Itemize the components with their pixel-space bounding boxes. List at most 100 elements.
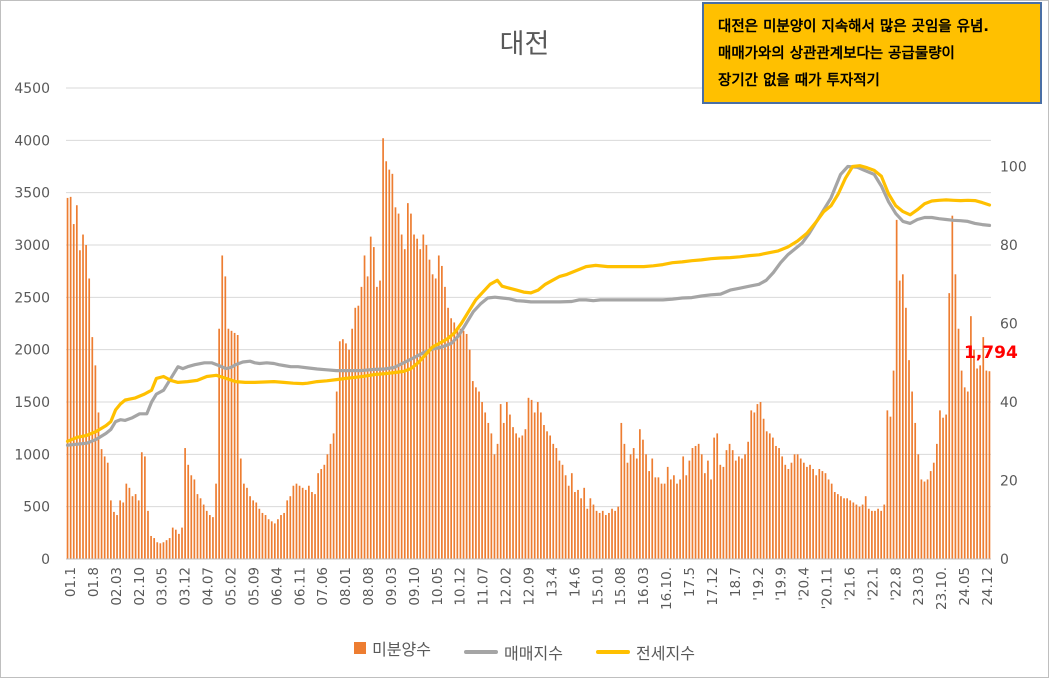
bar: [583, 487, 586, 559]
bar: [190, 475, 193, 559]
x-tick-label: 24.12: [980, 567, 996, 606]
legend: 미분양수 매매지수 전세지수: [0, 636, 1049, 664]
bar: [456, 328, 459, 559]
bar: [639, 429, 641, 559]
x-tick-label: 05.02: [224, 567, 240, 606]
bar: [273, 523, 276, 559]
bar: [187, 464, 190, 559]
bar: [988, 371, 991, 559]
bar: [908, 360, 910, 559]
bar: [883, 504, 886, 559]
bar: [224, 276, 227, 559]
bar: [338, 341, 341, 559]
bar: [663, 483, 666, 559]
bar: [174, 529, 177, 559]
bar: [985, 370, 988, 559]
bar: [209, 515, 211, 559]
bar: [734, 460, 737, 559]
bar: [966, 391, 969, 559]
bar: [570, 473, 573, 559]
bar: [976, 368, 978, 559]
bar: [239, 458, 242, 559]
x-tick-label: 01.8: [86, 567, 102, 597]
bar: [369, 236, 372, 560]
bar: [765, 431, 768, 559]
bar: [496, 443, 499, 559]
bar: [623, 443, 626, 559]
bar: [858, 506, 861, 559]
bar: [403, 249, 406, 560]
bar: [481, 402, 483, 559]
bar: [728, 443, 731, 559]
bar: [85, 245, 87, 559]
chart-title: 대전: [499, 29, 550, 60]
bar: [611, 508, 613, 559]
bar: [778, 448, 780, 559]
x-tick-label: 10.12: [453, 567, 469, 606]
bar: [524, 429, 527, 559]
legend-swatch-bar: [354, 642, 367, 654]
bar: [178, 533, 180, 559]
bar: [345, 343, 347, 559]
bar: [654, 477, 657, 559]
bar: [181, 527, 183, 559]
bar: [122, 502, 125, 559]
bar: [406, 203, 409, 559]
x-tick-label: 10.05: [430, 567, 446, 606]
bar: [212, 517, 214, 559]
bar: [397, 213, 400, 559]
bar: [329, 443, 332, 559]
x-tick-label: '22.1: [865, 567, 881, 601]
bar: [540, 412, 542, 559]
bar: [159, 543, 162, 559]
bar: [323, 464, 326, 559]
bar: [413, 234, 415, 560]
bar: [233, 332, 236, 559]
bar: [574, 492, 576, 559]
line-series: [65, 164, 992, 447]
bar: [586, 508, 589, 559]
bar: [629, 454, 632, 559]
bar: [280, 515, 282, 559]
bar: [676, 483, 678, 559]
bar: [428, 259, 431, 559]
bar: [564, 475, 567, 559]
bar: [221, 255, 224, 559]
x-tick-label: 07.06: [315, 567, 331, 606]
bar: [286, 500, 289, 559]
bar: [707, 460, 709, 559]
bar: [487, 422, 490, 559]
bar: [651, 458, 654, 559]
bar: [741, 458, 743, 559]
bar: [895, 219, 898, 559]
bar: [410, 213, 412, 559]
bar: [110, 500, 112, 559]
bar: [577, 489, 579, 559]
legend-item-sale-index: 매매지수: [464, 640, 563, 664]
bar: [193, 479, 196, 559]
bar: [697, 443, 700, 559]
x-tick-label: 05.09: [246, 567, 262, 606]
bar: [688, 460, 691, 559]
bar: [821, 471, 824, 559]
bar: [134, 494, 137, 559]
bar: [258, 508, 261, 559]
bar: [905, 307, 907, 559]
bar: [861, 504, 864, 559]
y-axis-left: 0 500 1000 1500 2000 2500 3000 3500 4000 4500: [14, 81, 50, 568]
x-tick-label: 06.04: [269, 567, 285, 606]
x-tick-label: 17.5: [682, 567, 698, 597]
y-left-tick-label: 4500: [14, 81, 50, 97]
y-right-tick-label: 20: [1000, 474, 1018, 490]
bar: [320, 468, 323, 559]
bar: [165, 540, 168, 559]
bar: [932, 462, 935, 559]
bar: [317, 473, 319, 559]
bar: [840, 496, 842, 559]
bar: [784, 464, 787, 559]
bar: [700, 454, 703, 559]
bar: [91, 337, 94, 559]
bar: [255, 502, 258, 559]
bar: [499, 404, 502, 559]
